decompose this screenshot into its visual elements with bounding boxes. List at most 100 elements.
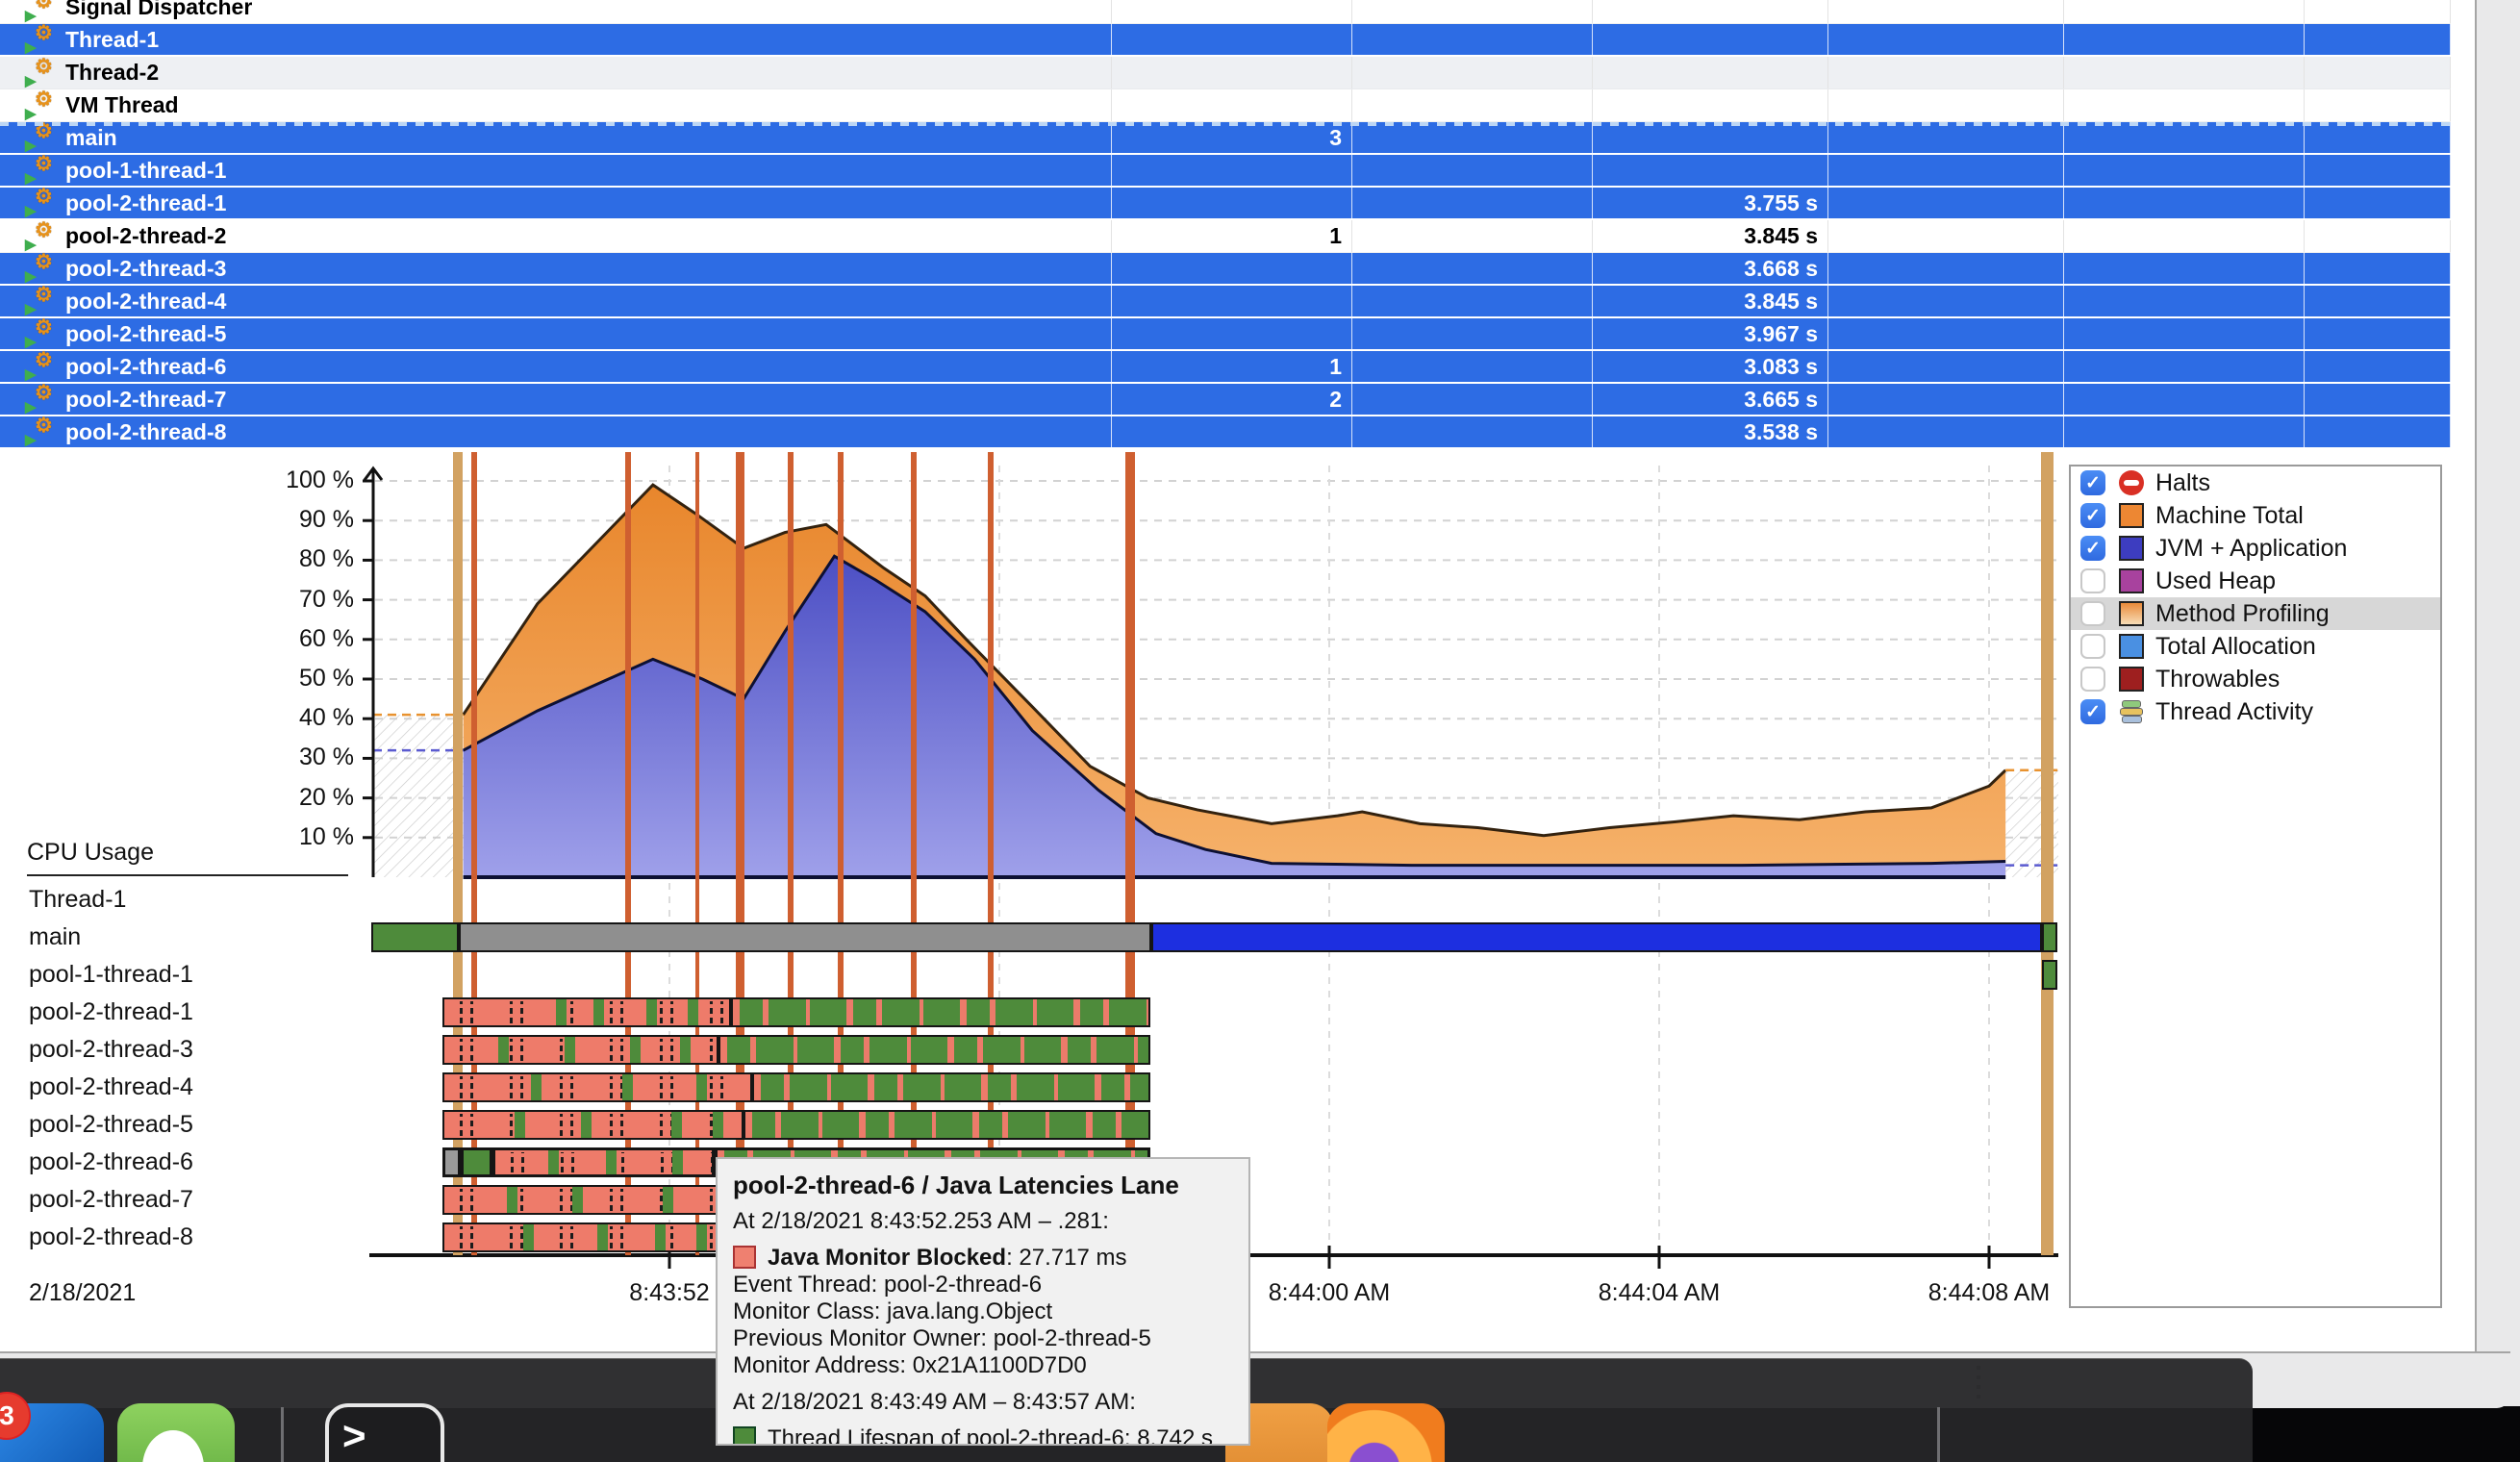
thread-name-cell: ▶ ⚙ pool-1-thread-1 <box>0 153 1112 187</box>
thread-table-row[interactable]: ▶ ⚙ pool-2-thread-2 1 3.845 s <box>0 219 2451 253</box>
tooltip-time-range-1: At 2/18/2021 8:43:52.253 AM – .281: <box>733 1208 1109 1234</box>
thread-lane-bar-pool-2-thread-1[interactable] <box>442 997 1150 1027</box>
empty-cell <box>1352 286 1593 316</box>
legend-item-method-profiling[interactable]: Method Profiling <box>2071 597 2440 630</box>
tooltip-time-range-2: At 2/18/2021 8:43:49 AM – 8:43:57 AM: <box>733 1389 1136 1415</box>
terminal-app-icon[interactable]: > <box>325 1403 444 1462</box>
mail-app-icon[interactable]: 3 <box>0 1392 104 1462</box>
thread-table-row[interactable]: ▶ ⚙ pool-2-thread-4 3.845 s <box>0 284 2451 318</box>
empty-cell <box>2064 155 2305 186</box>
lane-segment-green[interactable] <box>2041 960 2058 990</box>
lane-segment-latency[interactable] <box>491 1147 716 1177</box>
lane-segment-latency[interactable] <box>442 1110 744 1140</box>
legend-checkbox[interactable] <box>2080 601 2105 626</box>
legend-item-halts[interactable]: ✓ Halts <box>2071 466 2440 499</box>
empty-cell <box>2305 24 2451 55</box>
empty-cell <box>2305 188 2451 218</box>
duration-cell: 3.845 s <box>1593 220 1828 252</box>
lane-segment-latency[interactable] <box>442 1072 752 1102</box>
lane-segment-latency[interactable] <box>442 997 732 1027</box>
running-sliver <box>621 1074 633 1100</box>
thread-lane-bar-pool-2-thread-3[interactable] <box>442 1035 1150 1065</box>
lane-segment-latency[interactable] <box>442 1035 719 1065</box>
blocked-count-cell: 2 <box>1112 384 1352 415</box>
empty-cell <box>1352 89 1593 121</box>
thread-name: pool-2-thread-3 <box>65 255 227 281</box>
empty-cell <box>2305 416 2451 447</box>
thread-table-row[interactable]: ▶ ⚙ pool-2-thread-1 3.755 s <box>0 186 2451 220</box>
lane-segment-graydash[interactable] <box>442 1147 462 1177</box>
legend-checkbox[interactable]: ✓ <box>2080 503 2105 528</box>
thread-lifespan-swatch <box>733 1426 756 1444</box>
thread-table-row[interactable]: ▶ ⚙ pool-2-thread-7 2 3.665 s <box>0 382 2451 416</box>
thread-table-row[interactable]: ▶ ⚙ pool-1-thread-1 <box>0 153 2451 188</box>
empty-cell <box>1828 188 2064 218</box>
thread-table-row[interactable]: ▶ ⚙ VM Thread <box>0 88 2451 122</box>
lane-segment-green[interactable] <box>370 922 460 952</box>
thread-table-row[interactable]: ▶ ⚙ pool-2-thread-5 3.967 s <box>0 316 2451 351</box>
thread-lane-bar-pool-2-thread-4[interactable] <box>442 1072 1150 1102</box>
y-axis-tick-label: 50 % <box>299 665 354 692</box>
thread-table-row[interactable]: ▶ ⚙ pool-2-thread-3 3.668 s <box>0 251 2451 286</box>
running-sliver <box>630 1037 642 1063</box>
lane-segment-run[interactable] <box>718 1035 1150 1065</box>
legend-label: Used Heap <box>2155 567 2277 594</box>
empty-cell <box>1112 188 1352 218</box>
legend-item-jvm-application[interactable]: ✓ JVM + Application <box>2071 532 2440 565</box>
legend-checkbox[interactable] <box>2080 568 2105 593</box>
legend-checkbox[interactable] <box>2080 634 2105 659</box>
thread-table-row[interactable]: ▶ ⚙ pool-2-thread-6 1 3.083 s <box>0 349 2451 384</box>
legend-item-thread-activity[interactable]: ✓ Thread Activity <box>2071 695 2440 728</box>
thread-table-row[interactable]: ▶ ⚙ pool-2-thread-8 3.538 s <box>0 415 2451 449</box>
thread-name: pool-2-thread-8 <box>65 418 227 444</box>
running-sliver <box>688 999 699 1025</box>
thread-table-row[interactable]: ▶ ⚙ Thread-2 <box>0 55 2451 89</box>
legend-label: Total Allocation <box>2155 632 2316 660</box>
tooltip-event-label: Java Monitor Blocked <box>768 1245 1007 1271</box>
thread-table-row[interactable]: ▶ ⚙ Signal Dispatcher <box>0 0 2451 24</box>
notes-app-icon[interactable] <box>117 1403 235 1462</box>
lane-segment-green[interactable] <box>2041 922 2058 952</box>
legend-item-used-heap[interactable]: Used Heap <box>2071 565 2440 597</box>
running-sliver <box>679 1037 691 1063</box>
legend-checkbox[interactable] <box>2080 667 2105 692</box>
thread-icon: ▶ ⚙ <box>25 55 53 89</box>
empty-cell <box>1112 24 1352 55</box>
thread-icon: ▶ ⚙ <box>25 22 53 56</box>
thread-table-row[interactable]: ▶ ⚙ Thread-1 <box>0 22 2451 57</box>
lane-label: Thread-1 <box>29 885 127 913</box>
lane-segment-run[interactable] <box>751 1072 1150 1102</box>
thread-lane-bar-pool-2-thread-5[interactable] <box>442 1110 1150 1140</box>
thread-name-cell: ▶ ⚙ main <box>0 120 1112 154</box>
empty-cell <box>2064 286 2305 316</box>
legend-item-total-allocation[interactable]: Total Allocation <box>2071 630 2440 663</box>
firefox-icon[interactable] <box>1327 1403 1445 1462</box>
thread-name: pool-2-thread-4 <box>65 288 227 314</box>
lane-segment-latency[interactable] <box>442 1185 728 1215</box>
lane-segment-run[interactable] <box>731 997 1150 1027</box>
halts-swatch-icon <box>2119 470 2144 495</box>
thread-lane-bar-main[interactable] <box>370 922 2058 952</box>
empty-cell <box>2064 122 2305 153</box>
lane-segment-latency[interactable] <box>442 1223 723 1252</box>
lane-segment-gray[interactable] <box>459 922 1151 952</box>
tooltip-detail-line: Monitor Address: 0x21A1100D7D0 <box>733 1352 1087 1378</box>
thread-lane-bar-pool-1-thread-1[interactable] <box>2041 960 2058 990</box>
chart-legend-panel: ✓ Halts ✓ Machine Total ✓ JVM + Application Us… <box>2069 465 2442 1308</box>
empty-cell <box>2064 318 2305 349</box>
legend-checkbox[interactable]: ✓ <box>2080 536 2105 561</box>
thread-table-row[interactable]: ▶ ⚙ main 3 <box>0 120 2451 155</box>
duration-cell: 3.755 s <box>1593 188 1828 218</box>
legend-checkbox[interactable]: ✓ <box>2080 699 2105 724</box>
lane-segment-blue[interactable] <box>1150 922 2042 952</box>
cpu-usage-section-label: CPU Usage <box>27 839 348 876</box>
running-sliver <box>548 1150 560 1174</box>
legend-checkbox[interactable]: ✓ <box>2080 470 2105 495</box>
dock-separator <box>1937 1407 1940 1462</box>
y-axis-tick-label: 80 % <box>299 545 354 573</box>
lane-segment-run[interactable] <box>743 1110 1150 1140</box>
legend-item-throwables[interactable]: Throwables <box>2071 663 2440 695</box>
lane-segment-green[interactable] <box>461 1147 492 1177</box>
legend-item-machine-total[interactable]: ✓ Machine Total <box>2071 499 2440 532</box>
empty-cell <box>1828 0 2064 23</box>
